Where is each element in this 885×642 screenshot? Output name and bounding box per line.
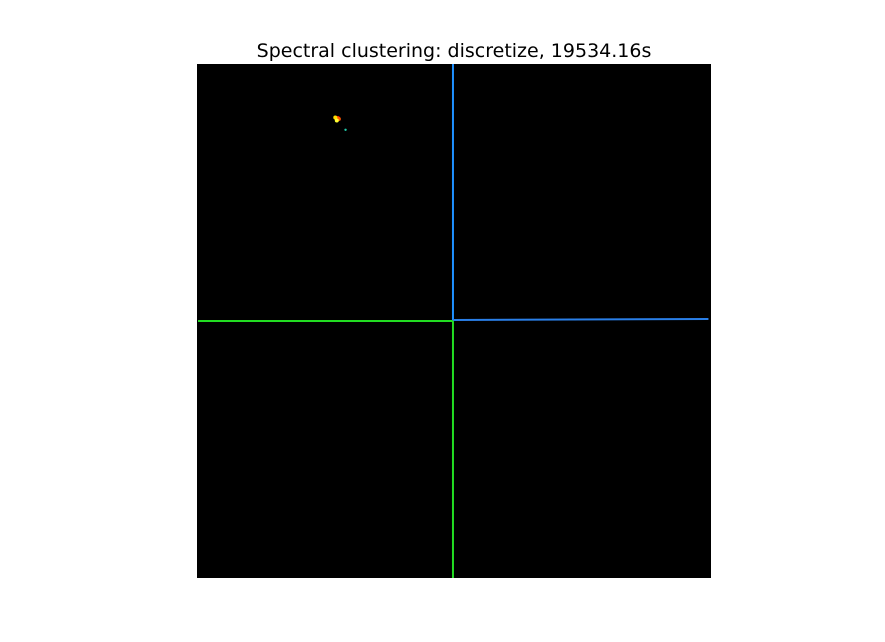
contour-lines bbox=[198, 64, 709, 578]
chart-title: Spectral clustering: discretize, 19534.1… bbox=[257, 40, 652, 62]
data-point bbox=[334, 118, 339, 123]
cluster-points bbox=[333, 115, 347, 131]
data-point bbox=[344, 128, 347, 131]
data-point bbox=[333, 115, 338, 120]
contour-line-2 bbox=[452, 317, 709, 321]
